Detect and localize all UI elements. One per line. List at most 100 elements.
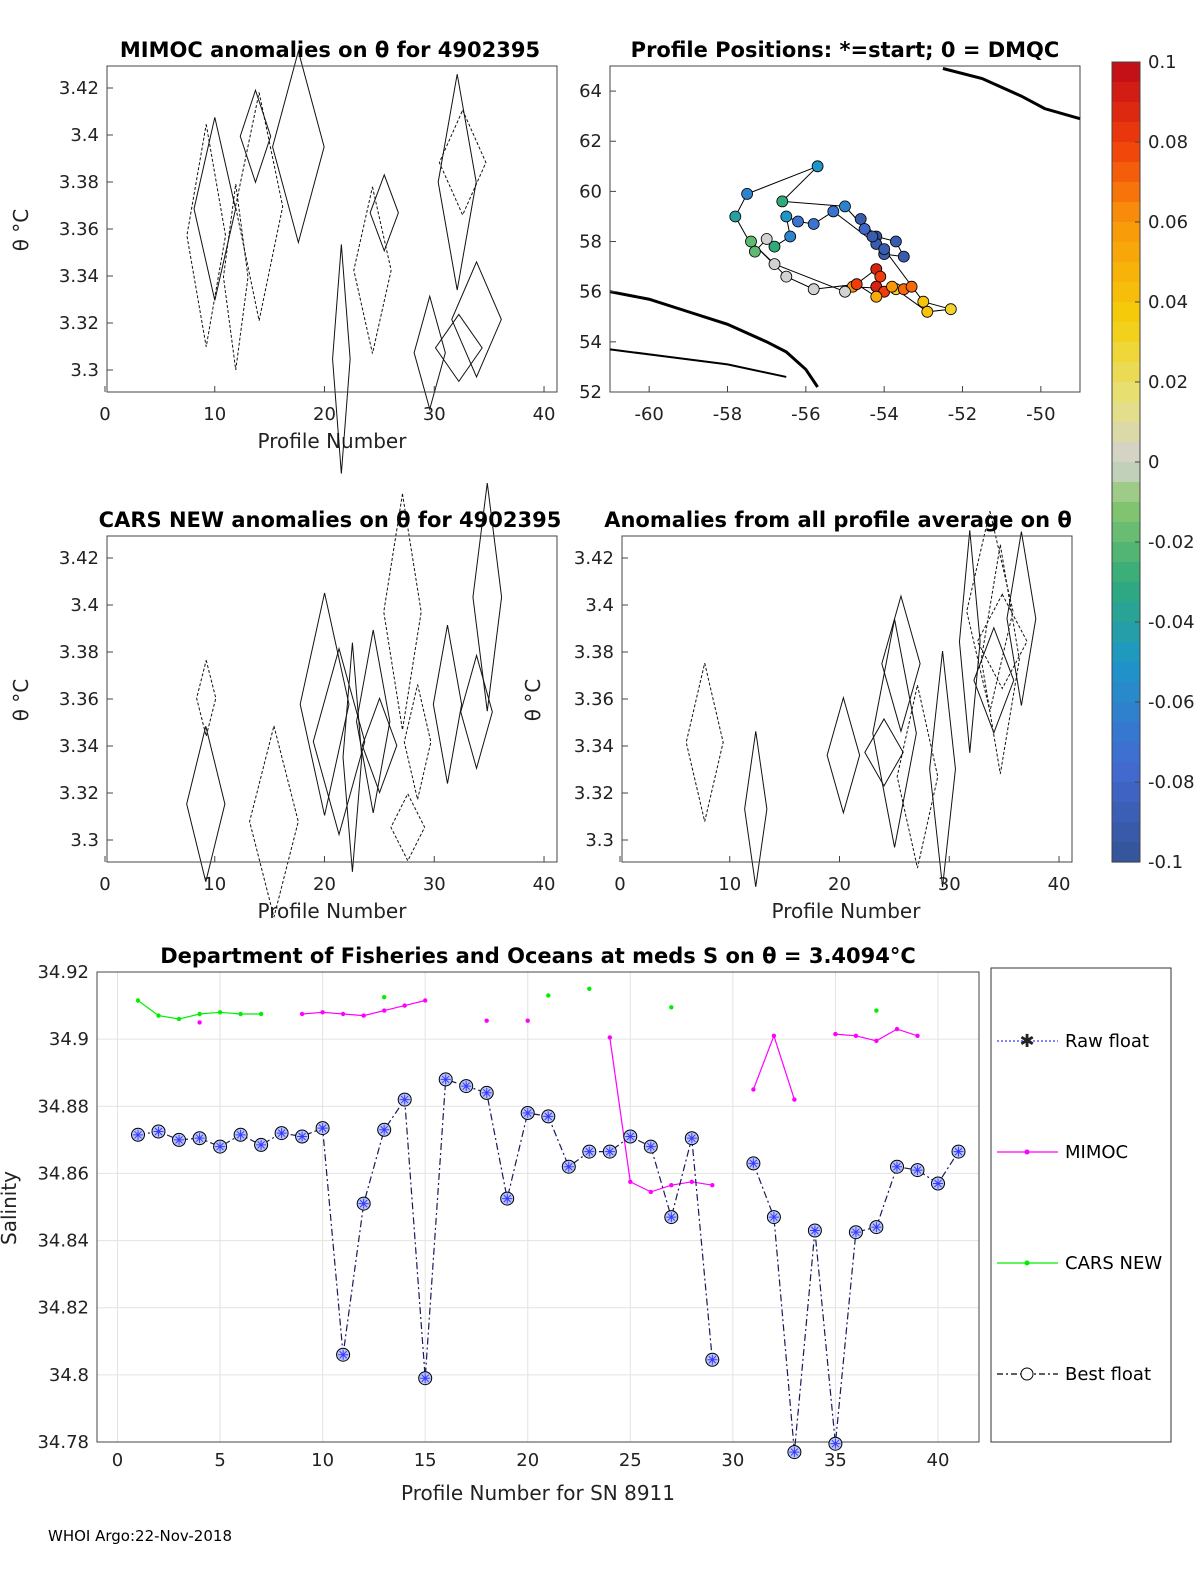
profile-position-marker	[811, 160, 824, 173]
colorbar-tick-label: 0.08	[1148, 132, 1188, 153]
profile-position-marker	[886, 280, 898, 293]
salinity-ytick-label: 34.82	[37, 1298, 89, 1319]
cars-ytick-label: 3.36	[59, 689, 99, 710]
cars-ytick-label: 3.42	[59, 548, 99, 569]
cars-xtick-label: 10	[203, 874, 226, 895]
mimoc-contour	[193, 117, 237, 301]
cars-contour	[361, 696, 398, 794]
colorbar-band	[1112, 82, 1140, 103]
average-ytick-label: 3.34	[574, 736, 614, 757]
series-point-mimoc	[669, 1183, 674, 1188]
series-point-cars-new	[587, 986, 592, 991]
colorbar-tick-label: 0.06	[1148, 212, 1188, 233]
series-point-cars-new	[156, 1013, 161, 1018]
raw-float-point	[768, 1212, 779, 1223]
average-panel-title: Anomalies from all profile average on θ	[604, 508, 1072, 532]
raw-float-point	[543, 1111, 554, 1122]
series-point-mimoc	[299, 1011, 305, 1017]
colorbar-tick-label: 0.1	[1148, 52, 1177, 73]
series-point-mimoc	[320, 1010, 325, 1015]
map-xtick-label: -60	[634, 404, 663, 425]
series-point-mimoc	[874, 1038, 879, 1044]
legend-label: MIMOC	[1065, 1142, 1128, 1163]
colorbar-tick-label: 0.02	[1148, 372, 1188, 393]
raw-float-point	[174, 1134, 185, 1145]
cars-heatmap	[104, 482, 558, 918]
profile-position-marker	[768, 258, 781, 271]
colorbar-band	[1112, 782, 1140, 803]
raw-float-point	[789, 1447, 800, 1458]
raw-float-point	[153, 1126, 164, 1137]
average-contour	[976, 593, 1028, 690]
cars-contour	[432, 624, 463, 784]
average-contour	[929, 650, 956, 888]
salinity-chart-title: Department of Fisheries and Oceans at me…	[160, 944, 916, 968]
raw-float-point	[256, 1139, 267, 1150]
profile-position-marker	[905, 280, 918, 293]
raw-float-point	[194, 1133, 205, 1144]
raw-float-point	[871, 1222, 882, 1233]
legend-box	[990, 967, 1172, 1443]
map-xtick-label: -56	[791, 404, 820, 425]
mimoc-ytick-label: 3.42	[59, 78, 99, 99]
profile-position-marker	[921, 305, 934, 318]
profile-position-marker	[760, 233, 773, 245]
greenland-coastline	[942, 67, 1081, 121]
cars-xtick-label: 20	[313, 874, 336, 895]
mimoc-contour	[186, 124, 227, 347]
colorbar-band	[1112, 442, 1140, 463]
colorbar-band	[1112, 302, 1140, 323]
colorbar-band	[1112, 582, 1140, 603]
colorbar-band	[1112, 502, 1140, 523]
profile-position-marker	[839, 200, 851, 213]
average-ytick-label: 3.38	[574, 642, 614, 663]
raw-float-point	[809, 1225, 820, 1236]
mimoc-contour	[235, 92, 284, 321]
profile-position-marker	[839, 285, 851, 298]
profile-position-marker	[768, 240, 781, 253]
average-axes-box	[621, 535, 1073, 863]
average-xtick-label: 10	[718, 874, 741, 895]
map-ytick-label: 56	[579, 282, 602, 303]
average-xtick-label: 0	[614, 874, 625, 895]
map-xtick-label: -52	[948, 404, 977, 425]
colorbar-tick-label: -0.02	[1148, 532, 1195, 553]
average-contour	[872, 619, 917, 848]
colorbar-tick-label: -0.06	[1148, 692, 1195, 713]
profile-position-marker	[729, 210, 742, 223]
profile-position-marker	[780, 270, 793, 283]
legend-label: Best float	[1065, 1364, 1151, 1385]
cars-xtick-label: 30	[423, 874, 446, 895]
cars-contour	[186, 726, 226, 882]
cars-xtick-label: 0	[99, 874, 110, 895]
cars-contour	[390, 792, 426, 862]
map-xtick-label: -54	[869, 404, 898, 425]
mimoc-contour	[369, 173, 399, 253]
average-contour	[896, 684, 939, 869]
mimoc-xtick-label: 10	[203, 404, 226, 425]
mimoc-ytick-label: 3.4	[70, 125, 99, 146]
colorbar-band	[1112, 702, 1140, 723]
footer-note: WHOI Argo:22-Nov-2018	[48, 1527, 232, 1545]
raw-float-point	[317, 1123, 328, 1134]
map-ytick-label: 62	[579, 131, 602, 152]
profile-position-marker	[807, 283, 820, 296]
series-point-mimoc	[833, 1031, 838, 1037]
colorbar-band	[1112, 162, 1140, 183]
cars-axes-box	[106, 535, 558, 863]
cars-ytick-label: 3.34	[59, 736, 99, 757]
salinity-ytick-label: 34.92	[37, 962, 89, 983]
series-point-mimoc	[648, 1189, 653, 1195]
raw-float-point	[830, 1438, 841, 1449]
series-point-cars-new	[546, 993, 551, 998]
profile-position-marker	[749, 245, 761, 258]
colorbar-band	[1112, 362, 1140, 383]
raw-float-point	[891, 1161, 902, 1172]
salinity-ytick-label: 34.88	[37, 1096, 89, 1117]
raw-float-point	[358, 1198, 369, 1209]
cars-xtick-label: 40	[533, 874, 556, 895]
colorbar-tick-label: 0	[1148, 452, 1159, 473]
average-xtick-label: 30	[938, 874, 961, 895]
mimoc-contour	[451, 260, 502, 379]
raw-float-point	[645, 1141, 656, 1152]
